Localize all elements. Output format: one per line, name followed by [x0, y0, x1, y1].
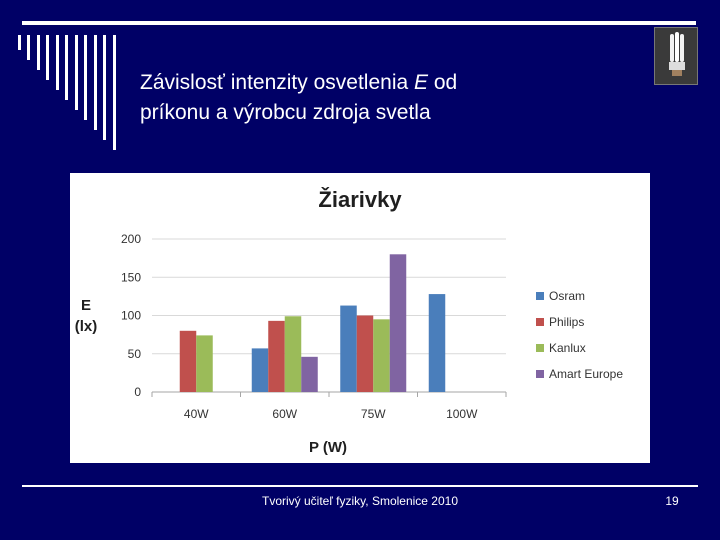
chart-panel: Žiarivky 0 50 100 150 200 E (lx) 40W 60W 75W 100W P … [70, 173, 650, 463]
bar-kanlux [373, 319, 390, 392]
top-decorative-rule [22, 21, 696, 25]
chart-title: Žiarivky [318, 187, 402, 212]
bar-philips [179, 330, 197, 392]
bar-amart-europe [389, 254, 407, 392]
bar-amart-europe [301, 356, 318, 392]
bar-chart: Žiarivky 0 50 100 150 200 E (lx) 40W 60W 75W 100W P … [75, 187, 624, 456]
bar-kanlux [196, 335, 213, 392]
legend-swatch [536, 370, 544, 378]
x-tick-label: 40W [184, 407, 209, 421]
x-tick-label: 75W [361, 407, 386, 421]
y-tick-label: 100 [121, 309, 141, 323]
footer-rule [22, 485, 698, 487]
bar-osram [340, 305, 357, 392]
y-axis-label: E [81, 297, 91, 314]
y-tick-label: 0 [134, 385, 141, 399]
slide-title-line-2: príkonu a výrobcu zdroja svetla [140, 101, 431, 124]
y-tick-label: 50 [128, 347, 142, 361]
legend-label: Osram [549, 289, 585, 303]
legend-label: Philips [549, 315, 584, 329]
bar-osram [251, 348, 269, 392]
bar-philips [268, 320, 285, 392]
x-tick-label: 100W [446, 407, 478, 421]
fluorescent-bulb-icon [654, 27, 698, 85]
slide-title-symbol: E [414, 71, 429, 94]
footer-text: Tvorivý učiteľ fyziky, Smolenice 2010 [261, 494, 458, 508]
page-number: 19 [665, 494, 679, 508]
bar-kanlux [284, 316, 302, 392]
legend-swatch [536, 344, 544, 352]
legend-label: Amart Europe [549, 367, 623, 381]
legend-swatch [536, 292, 544, 300]
slide-title: Závislosť intenzity osvetlenia E od prík… [140, 68, 610, 128]
y-tick-label: 200 [121, 232, 141, 246]
decorative-bars [18, 35, 128, 150]
slide-title-line-1: Závislosť intenzity osvetlenia E od [140, 71, 458, 94]
y-axis-label-unit: (lx) [75, 318, 98, 335]
x-tick-label: 60W [272, 407, 297, 421]
legend-swatch [536, 318, 544, 326]
bar-osram [428, 294, 446, 392]
x-axis-label: P (W) [309, 439, 347, 456]
legend-label: Kanlux [549, 341, 586, 355]
y-tick-label: 150 [121, 270, 141, 284]
bar-philips [356, 315, 374, 392]
